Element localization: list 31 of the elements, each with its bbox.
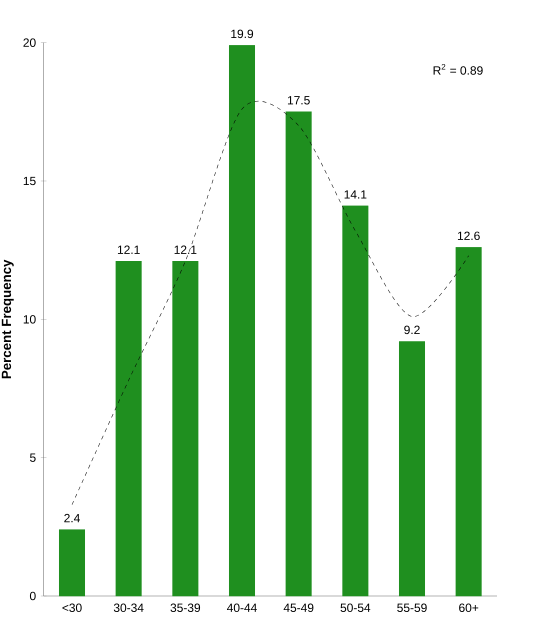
bar	[116, 260, 142, 596]
bar	[286, 112, 312, 596]
x-tick-label: 35-39	[170, 604, 200, 612]
bar	[342, 206, 368, 596]
y-tick-label: 20	[23, 38, 36, 47]
x-tick-label: 55-59	[397, 604, 427, 612]
y-axis-title: Percent Frequency	[2, 260, 14, 378]
x-tick-label: <30	[62, 604, 82, 612]
x-tick-label: 45-49	[284, 604, 314, 612]
data-label: 17.5	[288, 96, 310, 104]
x-tick-label: 30-34	[114, 604, 144, 612]
y-tick-label: 15	[24, 176, 36, 186]
data-label: 12.1	[174, 246, 196, 254]
bar	[228, 45, 256, 596]
bar	[456, 247, 482, 596]
y-tick-label: 0	[30, 592, 36, 600]
y-tick-label: 10	[24, 315, 36, 324]
data-label: 14.1	[344, 190, 366, 199]
bar	[398, 341, 426, 596]
data-label: 2.4	[64, 514, 80, 522]
annotation: R$^{2}$ = 0.89	[434, 64, 483, 75]
data-label: 19.9	[231, 30, 254, 38]
x-tick-label: 50-54	[340, 604, 370, 612]
bar	[172, 260, 198, 596]
data-label: 12.1	[118, 246, 140, 254]
y-tick-label: 5	[30, 453, 36, 462]
x-tick-label: 60+	[459, 604, 478, 612]
x-tick-label: 40-44	[226, 604, 257, 612]
bar	[58, 529, 86, 596]
data-label: 12.6	[458, 232, 480, 240]
data-label: 9.2	[404, 326, 420, 334]
